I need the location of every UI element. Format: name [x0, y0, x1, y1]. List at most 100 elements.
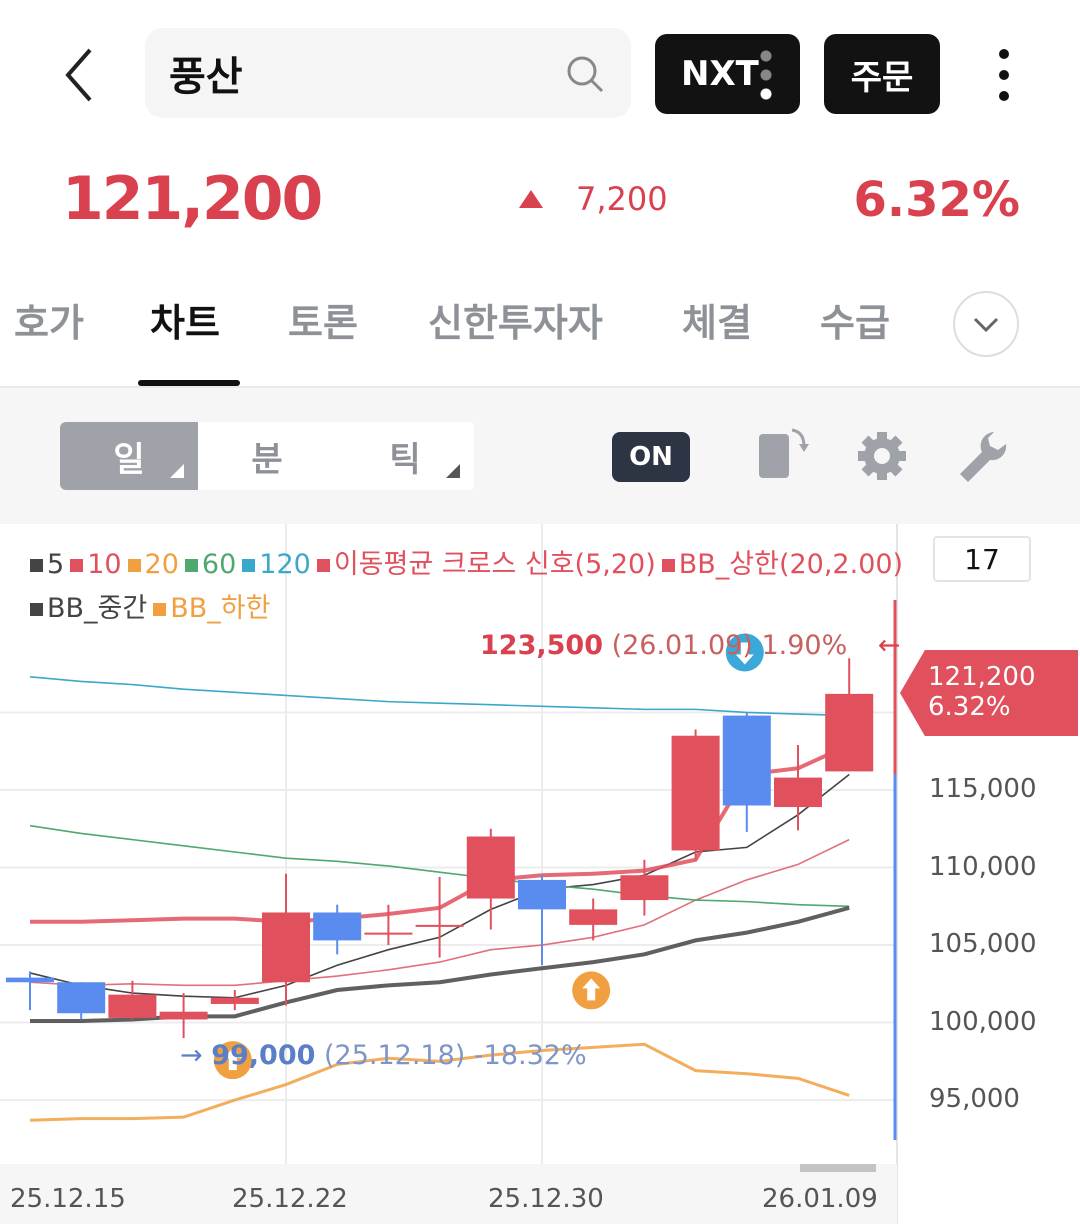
signal-arrow-glyph — [582, 978, 601, 1001]
legend-label: 이동평균 크로스 신호(5,20) — [333, 549, 656, 580]
current-label-pct: 6.32% — [928, 692, 1011, 722]
series-line-10 — [29, 838, 850, 987]
x-axis-band — [0, 1164, 897, 1224]
tab-discussion[interactable]: 토론 — [288, 301, 358, 345]
chart-toolbar: 일 분 틱 ON — [0, 386, 1080, 524]
current-price-label: 121,200 6.32% — [900, 650, 1078, 736]
corner-icon — [170, 464, 184, 478]
low-price: 99,000 — [211, 1040, 316, 1071]
candle-body — [518, 879, 566, 910]
signal-arrow-glyph — [223, 1048, 242, 1071]
legend-row-2: BB_중간 BB_하한 — [30, 586, 276, 625]
candle-body — [57, 982, 106, 1014]
back-chevron-icon[interactable] — [60, 45, 100, 105]
series-line-60 — [29, 824, 850, 908]
rotate-icon[interactable] — [756, 424, 812, 482]
candle-count-box[interactable]: 17 — [933, 536, 1031, 582]
legend-row-1: 5 10 20 60 120 이동평균 크로스 신호(5,20) BB_상한(20,2.00… — [30, 542, 909, 581]
nxt-label: NXT — [681, 54, 759, 94]
legend-item[interactable]: 5 — [30, 549, 64, 580]
period-tick[interactable]: 틱 — [336, 422, 474, 490]
tabs-expand-chevron-icon[interactable] — [952, 290, 1020, 358]
legend-label: BB_상한(20,2.00) — [678, 549, 904, 580]
search-value: 풍산 — [169, 54, 243, 100]
corner-icon — [446, 464, 460, 478]
high-date: (26.01.09) — [611, 630, 753, 661]
legend-swatch — [127, 559, 141, 572]
candle-body — [774, 777, 822, 808]
current-price: 121,200 — [62, 164, 323, 234]
candle-body — [415, 924, 464, 927]
legend-swatch — [153, 603, 167, 616]
legend-item[interactable]: 이동평균 크로스 신호(5,20) — [316, 549, 656, 580]
candle-body — [159, 1011, 208, 1020]
candle-body — [108, 994, 157, 1018]
more-vertical-icon[interactable] — [992, 48, 1016, 104]
current-label-price: 121,200 — [928, 662, 1036, 692]
search-icon[interactable] — [565, 54, 605, 94]
on-toggle[interactable]: ON — [612, 432, 690, 482]
x-tick-label: 26.01.09 — [762, 1184, 878, 1214]
legend-item[interactable]: 10 — [70, 549, 122, 580]
chart-area[interactable]: 5 10 20 60 120 이동평균 크로스 신호(5,20) BB_상한(20,2.00… — [0, 524, 1080, 1224]
period-day-label: 일 — [113, 439, 145, 480]
legend-swatch — [661, 559, 675, 572]
candle-body — [313, 912, 362, 941]
legend-swatch — [30, 603, 43, 616]
tab-trades[interactable]: 체결 — [682, 301, 752, 345]
y-tick-label: 110,000 — [929, 851, 1037, 882]
y-tick-label: 115,000 — [929, 774, 1037, 804]
legend-item[interactable]: 120 — [242, 549, 311, 580]
high-pct: 1.90% — [761, 630, 848, 661]
x-tick-label: 25.12.22 — [232, 1184, 348, 1214]
tab-supply[interactable]: 수급 — [820, 301, 890, 345]
tab-chart[interactable]: 차트 — [150, 301, 220, 345]
arrow-right-icon: → — [180, 1040, 203, 1071]
series-line-120 — [29, 676, 850, 717]
period-minute-label: 분 — [251, 439, 283, 480]
legend-item[interactable]: BB_상한(20,2.00) — [661, 549, 904, 580]
horizontal-scrollbar — [800, 1164, 876, 1172]
change-percent: 6.32% — [853, 172, 1020, 228]
y-tick-label: 95,000 — [929, 1084, 1020, 1115]
legend-label: 10 — [87, 549, 122, 580]
up-triangle-icon — [519, 190, 543, 208]
low-date: (25.12.18) — [324, 1040, 466, 1071]
tab-hoga[interactable]: 호가 — [14, 301, 84, 345]
price-change: 7,200 — [576, 180, 668, 218]
x-tick-label: 25.12.15 — [10, 1184, 126, 1214]
legend-label: 5 — [47, 549, 65, 580]
period-minute[interactable]: 분 — [198, 422, 336, 490]
legend-label: 20 — [144, 549, 179, 580]
gear-icon[interactable] — [856, 430, 908, 482]
wrench-icon[interactable] — [956, 428, 1008, 484]
legend-item[interactable]: BB_중간 — [30, 593, 147, 624]
nxt-button[interactable]: NXT — [655, 34, 800, 114]
candle-body — [825, 693, 874, 772]
legend-label: BB_하한 — [170, 593, 271, 624]
legend-item[interactable]: 60 — [184, 549, 236, 580]
series-line-BB — [29, 1042, 850, 1122]
legend-swatch — [30, 559, 43, 572]
order-button[interactable]: 주문 — [824, 34, 940, 114]
search-input[interactable]: 풍산 — [145, 28, 631, 118]
low-annotation: → 99,000 (25.12.18) -18.32% — [180, 1040, 587, 1071]
active-tab-underline — [138, 380, 240, 386]
period-day[interactable]: 일 — [60, 422, 198, 490]
y-tick-label: 100,000 — [929, 1006, 1037, 1037]
period-tick-label: 틱 — [389, 439, 421, 480]
tab-investor[interactable]: 신한투자자 — [428, 301, 603, 345]
candle-body — [722, 715, 771, 806]
candle-body — [466, 836, 515, 899]
signal-arrow-glyph — [735, 642, 754, 665]
order-label: 주문 — [850, 57, 914, 98]
high-annotation: 123,500 (26.01.09) 1.90% ← — [480, 630, 900, 661]
arrow-left-icon: ← — [877, 630, 901, 661]
legend-label: BB_중간 — [47, 593, 148, 624]
candle-body — [671, 735, 720, 851]
candle-body — [262, 912, 310, 983]
nxt-dots-icon — [760, 50, 772, 100]
candlestick-chart[interactable] — [0, 524, 1080, 1224]
legend-item[interactable]: BB_하한 — [153, 593, 270, 624]
legend-item[interactable]: 20 — [127, 549, 179, 580]
